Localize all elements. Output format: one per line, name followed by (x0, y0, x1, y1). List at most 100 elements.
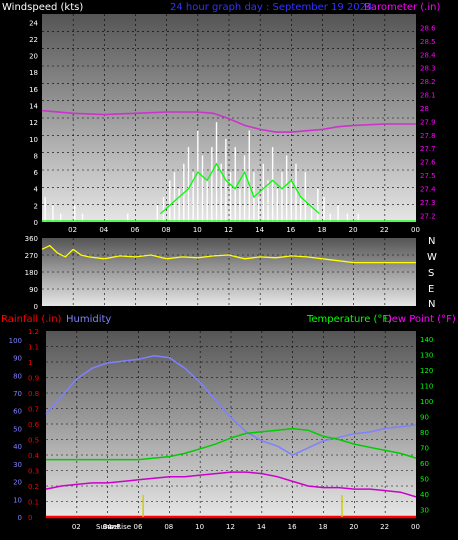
temp-x-tick-label: 12 (226, 523, 235, 531)
barometer-line (41, 109, 416, 133)
barometer-tick-label: 27.5 (420, 172, 436, 180)
humidity-tick-label: 20 (13, 479, 22, 487)
direction-tick-label: 0 (34, 303, 38, 311)
compass-label-w: W (427, 252, 437, 263)
rainfall-tick-label: 0.4 (28, 452, 40, 460)
dew-point-line (45, 471, 417, 498)
rainfall-tick-label: 0 (28, 514, 32, 522)
temp-x-tick-label: 06 (134, 523, 143, 531)
barometer-tick-label: 27.8 (420, 132, 436, 140)
humidity-tick-label: 60 (13, 408, 22, 416)
humidity-tick-label: 40 (13, 443, 22, 451)
barometer-tick-label: 28.2 (420, 78, 436, 86)
windspeed-tick-label: 24 (29, 19, 38, 27)
sunrise-label: SunRise (103, 523, 131, 531)
rainfall-tick-label: 1.2 (28, 328, 39, 336)
barometer-tick-label: 27.7 (420, 145, 436, 153)
barometer-axis-title: Barometer (.in) (364, 2, 440, 13)
rainfall-axis-title: Rainfall (.in) (1, 314, 62, 325)
wind-x-tick-label: 06 (131, 226, 140, 234)
direction-tick-label: 360 (25, 235, 38, 243)
direction-tick-label: 90 (29, 286, 38, 294)
windspeed-tick-label: 12 (29, 119, 38, 127)
compass-label-n-bottom: N (428, 299, 435, 310)
wind-x-tick-label: 20 (349, 226, 358, 234)
temp-x-tick-label: 02 (72, 523, 81, 531)
temp-x-tick-label: 08 (164, 523, 173, 531)
windspeed-tick-label: 8 (34, 152, 38, 160)
humidity-tick-label: 50 (13, 425, 22, 433)
wind-x-tick-label: 18 (318, 226, 327, 234)
windspeed-tick-label: 16 (29, 86, 38, 94)
temp-x-tick-label: 22 (380, 523, 389, 531)
rainfall-tick-label: 0.5 (28, 437, 39, 445)
windspeed-tick-label: 20 (29, 53, 38, 61)
windspeed-tick-label: 18 (29, 69, 38, 77)
temp-x-tick-label: 20 (349, 523, 358, 531)
compass-label-s: S (428, 268, 434, 279)
rainfall-tick-label: 1 (28, 359, 32, 367)
windspeed-axis-title: Windspeed (kts) (2, 2, 83, 13)
sunset-label: Sunset (96, 523, 120, 531)
temperature-tick-label: 130 (420, 351, 433, 359)
temperature-line (46, 427, 417, 461)
humidity-tick-label: 90 (13, 355, 22, 363)
compass-label-n-top: N (428, 236, 435, 247)
barometer-tick-label: 27.6 (420, 159, 436, 167)
graph-title: 24 hour graph day : September 19 2024 (170, 2, 372, 13)
rainfall-tick-label: 1.1 (28, 344, 39, 352)
humidity-tick-label: 10 (13, 496, 22, 504)
direction-line (41, 244, 416, 264)
barometer-tick-label: 27.9 (420, 118, 436, 126)
wind-x-tick-label: 08 (162, 226, 171, 234)
windspeed-tick-label: 14 (29, 103, 38, 111)
windspeed-tick-label: 2 (34, 202, 38, 210)
humidity-axis-title: Humidity (66, 314, 111, 325)
rainfall-tick-label: 0.3 (28, 468, 39, 476)
wind-x-tick-label: 02 (68, 226, 77, 234)
temperature-tick-label: 40 (420, 491, 429, 499)
rainfall-tick-label: 0.1 (28, 499, 39, 507)
barometer-tick-label: 28.5 (420, 38, 436, 46)
humidity-tick-label: 70 (13, 390, 22, 398)
barometer-tick-label: 28.3 (420, 65, 436, 73)
temperature-axis-title: Temperature (°F) (306, 314, 392, 325)
barometer-tick-label: 27.3 (420, 199, 436, 207)
gust-line (159, 162, 320, 215)
barometer-tick-label: 28 (420, 105, 429, 113)
barometer-tick-label: 27.2 (420, 212, 436, 220)
wind-x-tick-label: 12 (224, 226, 233, 234)
temp-x-tick-label: 18 (319, 523, 328, 531)
dewpoint-axis-title: Dew Point (°F) (384, 314, 456, 325)
wind-x-tick-label: 16 (286, 226, 295, 234)
temperature-tick-label: 110 (420, 382, 433, 390)
wind-x-tick-label: 10 (193, 226, 202, 234)
humidity-tick-label: 30 (13, 461, 22, 469)
temperature-tick-label: 90 (420, 413, 429, 421)
direction-tick-label: 270 (25, 252, 38, 260)
windspeed-tick-label: 22 (29, 36, 38, 44)
humidity-tick-label: 0 (18, 514, 22, 522)
chart-marks: 0202040406060808101012121414161618182020… (9, 14, 436, 531)
temp-x-tick-label: 00 (411, 523, 420, 531)
humidity-line (45, 355, 417, 456)
temperature-tick-label: 80 (420, 429, 429, 437)
temperature-tick-label: 140 (420, 336, 433, 344)
rainfall-tick-label: 0.7 (28, 406, 39, 414)
windspeed-tick-label: 6 (34, 169, 39, 177)
humidity-tick-label: 80 (13, 372, 22, 380)
direction-tick-label: 180 (25, 269, 38, 277)
rainfall-tick-label: 0.6 (28, 421, 40, 429)
windspeed-tick-label: 0 (34, 219, 38, 227)
temperature-tick-label: 70 (420, 444, 429, 452)
temp-x-tick-label: 14 (257, 523, 266, 531)
barometer-tick-label: 28.6 (420, 24, 436, 32)
temperature-tick-label: 50 (420, 475, 429, 483)
temperature-tick-label: 30 (420, 506, 429, 514)
barometer-tick-label: 28.1 (420, 92, 436, 100)
temperature-tick-label: 120 (420, 367, 433, 375)
windspeed-tick-label: 10 (29, 136, 38, 144)
temp-x-tick-label: 04 (103, 523, 112, 531)
